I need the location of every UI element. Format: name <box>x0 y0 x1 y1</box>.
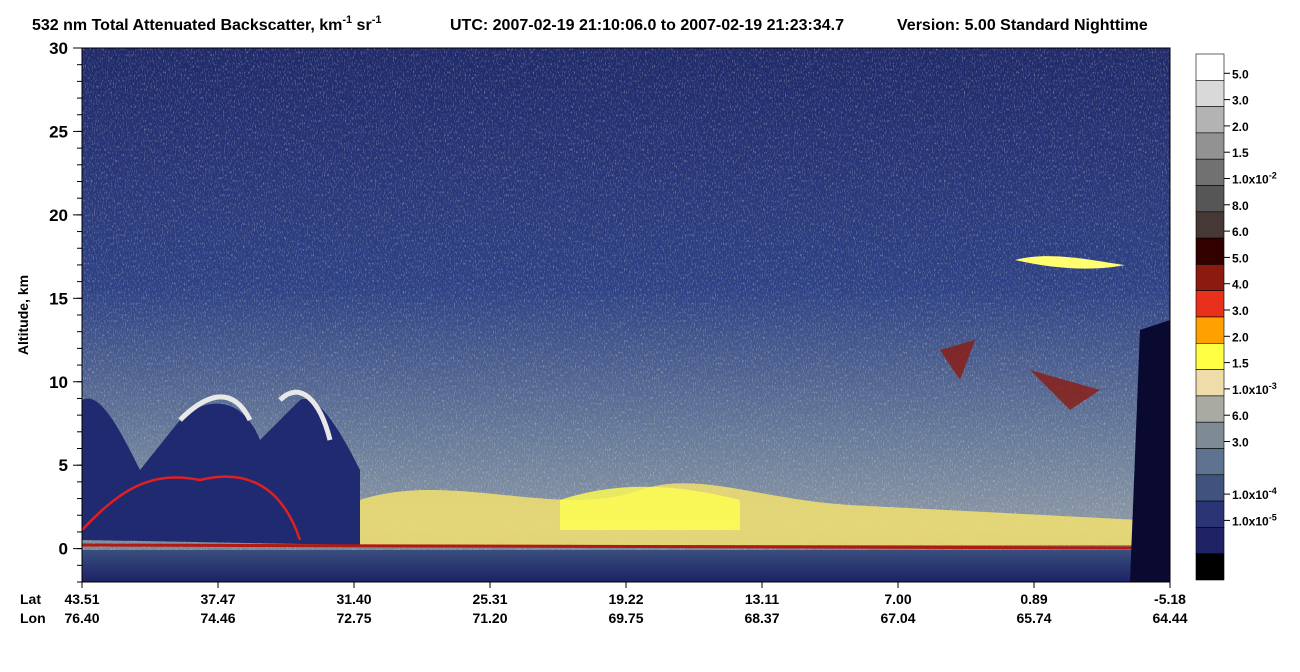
y-tick-label: 10 <box>49 373 68 392</box>
colorbar-swatch <box>1195 316 1225 344</box>
lon-label: 74.46 <box>200 610 235 626</box>
chart-title: 532 nm Total Attenuated Backscatter, km-… <box>32 14 381 34</box>
lat-row-label: Lat <box>20 591 41 607</box>
colorbar-label-text: 6.0 <box>1232 225 1249 239</box>
title-part: 532 nm Total Attenuated Backscatter, km <box>32 17 342 34</box>
utc-range: UTC: 2007-02-19 21:10:06.0 to 2007-02-19… <box>450 17 844 34</box>
y-tick-label: 0 <box>59 540 68 559</box>
colorbar-swatch <box>1195 342 1225 370</box>
colorbar-label-text: 6.0 <box>1232 409 1249 423</box>
colorbar-swatch <box>1195 421 1225 449</box>
lat-label: 13.11 <box>745 591 779 607</box>
colorbar-label: 1.0x10-5 <box>1232 512 1277 528</box>
title-superscript: -1 <box>372 14 382 26</box>
colorbar-label-text: 5.0 <box>1232 251 1249 265</box>
colorbar-label-exponent: -5 <box>1269 512 1277 522</box>
colorbar-label: 1.0x10-2 <box>1232 171 1277 187</box>
colorbar-swatch <box>1195 132 1225 160</box>
y-tick-label: 25 <box>49 122 68 141</box>
colorbar-label: 3.0 <box>1232 94 1249 108</box>
colorbar-swatch <box>1195 474 1225 502</box>
colorbar-swatch <box>1195 53 1225 81</box>
colorbar-label-exponent: -2 <box>1269 171 1277 181</box>
colorbar-swatch <box>1195 211 1225 239</box>
lon-label: 69.75 <box>608 610 643 626</box>
lon-label: 72.75 <box>336 610 371 626</box>
lon-row-label: Lon <box>20 610 46 626</box>
colorbar-label-text: 1.0x10 <box>1232 488 1269 502</box>
colorbar-label-text: 2.0 <box>1232 330 1249 344</box>
colorbar-swatch <box>1195 158 1225 186</box>
colorbar-label: 6.0 <box>1232 225 1249 239</box>
colorbar: 5.03.02.01.51.0x10-28.06.05.04.03.02.01.… <box>1195 53 1277 581</box>
lat-label: 0.89 <box>1020 591 1047 607</box>
colorbar-label: 1.5 <box>1232 146 1249 160</box>
version: Version: 5.00 Standard Nighttime <box>897 17 1148 34</box>
colorbar-label: 4.0 <box>1232 278 1249 292</box>
lat-label: 37.47 <box>200 591 235 607</box>
colorbar-swatch <box>1195 369 1225 397</box>
lat-label: 25.31 <box>472 591 507 607</box>
colorbar-label-text: 2.0 <box>1232 120 1249 134</box>
title-part: sr <box>352 17 372 34</box>
colorbar-label: 1.5 <box>1232 357 1249 371</box>
colorbar-label: 6.0 <box>1232 409 1249 423</box>
colorbar-swatch <box>1195 395 1225 423</box>
colorbar-swatch <box>1195 185 1225 213</box>
y-tick-label: 20 <box>49 206 68 225</box>
colorbar-label: 5.0 <box>1232 67 1249 81</box>
y-tick-label: 30 <box>49 39 68 58</box>
lon-label: 68.37 <box>744 610 779 626</box>
lon-label: 76.40 <box>64 610 99 626</box>
colorbar-label-text: 1.0x10 <box>1232 383 1269 397</box>
colorbar-label-text: 1.0x10 <box>1232 173 1269 187</box>
curtain <box>82 48 1170 582</box>
colorbar-swatch <box>1195 527 1225 555</box>
colorbar-label: 1.0x10-4 <box>1232 486 1277 502</box>
y-tick-label: 15 <box>49 289 68 308</box>
lat-label: 7.00 <box>884 591 911 607</box>
colorbar-label-text: 5.0 <box>1232 67 1249 81</box>
colorbar-label: 3.0 <box>1232 304 1249 318</box>
y-tick-label: 5 <box>59 456 68 475</box>
lon-label: 64.44 <box>1152 610 1187 626</box>
colorbar-label: 2.0 <box>1232 330 1249 344</box>
colorbar-label-exponent: -4 <box>1269 486 1277 496</box>
y-axis-label: Altitude, km <box>15 275 31 355</box>
colorbar-swatch <box>1195 553 1225 581</box>
colorbar-label-text: 1.0x10 <box>1232 514 1269 528</box>
colorbar-swatch <box>1195 80 1225 107</box>
colorbar-label: 1.0x10-3 <box>1232 381 1277 397</box>
colorbar-label-text: 4.0 <box>1232 278 1249 292</box>
colorbar-label: 8.0 <box>1232 199 1249 213</box>
lat-label: 43.51 <box>64 591 99 607</box>
colorbar-label-text: 3.0 <box>1232 436 1249 450</box>
lon-label: 67.04 <box>880 610 915 626</box>
colorbar-label: 3.0 <box>1232 436 1249 450</box>
colorbar-label-exponent: -3 <box>1269 381 1277 391</box>
colorbar-label-text: 8.0 <box>1232 199 1249 213</box>
colorbar-label: 2.0 <box>1232 120 1249 134</box>
lon-label: 71.20 <box>472 610 507 626</box>
y-axis: 0 5 10 15 20 25 30 Altitude, km <box>15 39 82 583</box>
colorbar-label-text: 1.5 <box>1232 146 1249 160</box>
x-axis: Lat Lon 43.51 76.40 37.47 74.46 31.40 72.75 25.3… <box>20 582 1188 626</box>
lat-label: -5.18 <box>1154 591 1186 607</box>
lat-label: 19.22 <box>608 591 643 607</box>
colorbar-label: 5.0 <box>1232 251 1249 265</box>
title-superscript: -1 <box>342 14 352 26</box>
colorbar-swatch <box>1195 290 1225 318</box>
colorbar-swatch <box>1195 237 1225 265</box>
colorbar-swatch <box>1195 264 1225 291</box>
lon-label: 65.74 <box>1016 610 1051 626</box>
colorbar-label-text: 1.5 <box>1232 357 1249 371</box>
colorbar-label-text: 3.0 <box>1232 304 1249 318</box>
colorbar-label-text: 3.0 <box>1232 94 1249 108</box>
lat-label: 31.40 <box>336 591 371 607</box>
colorbar-swatch <box>1195 500 1225 528</box>
colorbar-swatch <box>1195 448 1225 476</box>
colorbar-swatch <box>1195 106 1225 134</box>
title: 532 nm Total Attenuated Backscatter, km-… <box>32 14 1148 34</box>
